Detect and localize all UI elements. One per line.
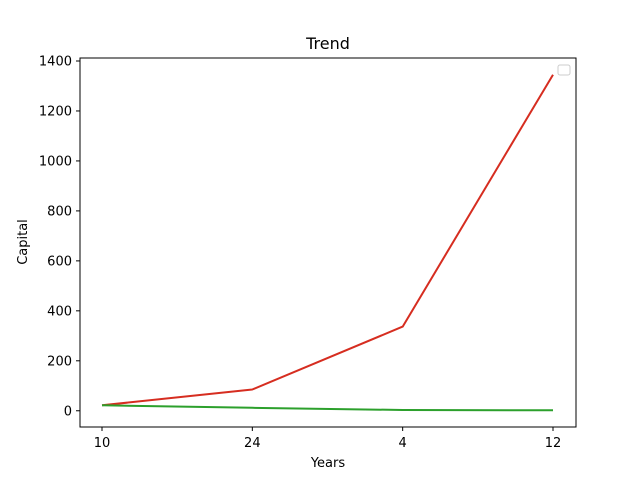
y-axis: 0 200 400 600 800 1000 1200 1400 (39, 54, 80, 419)
chart-title: Trend (305, 34, 350, 53)
x-tick-label: 24 (244, 436, 261, 451)
plot-area (79, 57, 577, 428)
x-axis-label: Years (310, 456, 346, 471)
y-tick-label: 600 (47, 254, 72, 269)
y-tick-label: 800 (47, 204, 72, 219)
y-tick-label: 1400 (39, 54, 72, 69)
x-tick-label: 12 (545, 436, 562, 451)
series-layer (101, 74, 554, 412)
legend-box (557, 64, 571, 76)
series-line-2 (101, 404, 554, 412)
x-tick-label: 4 (399, 436, 407, 451)
y-tick-label: 200 (47, 354, 72, 369)
series-line-1 (101, 74, 554, 407)
y-axis-label: Capital (16, 219, 31, 265)
y-tick-label: 0 (64, 404, 72, 419)
x-axis: 10 24 4 12 (94, 427, 562, 451)
x-tick-label: 10 (94, 436, 111, 451)
y-tick-label: 400 (47, 304, 72, 319)
y-tick-label: 1200 (39, 104, 72, 119)
y-tick-label: 1000 (39, 154, 72, 169)
